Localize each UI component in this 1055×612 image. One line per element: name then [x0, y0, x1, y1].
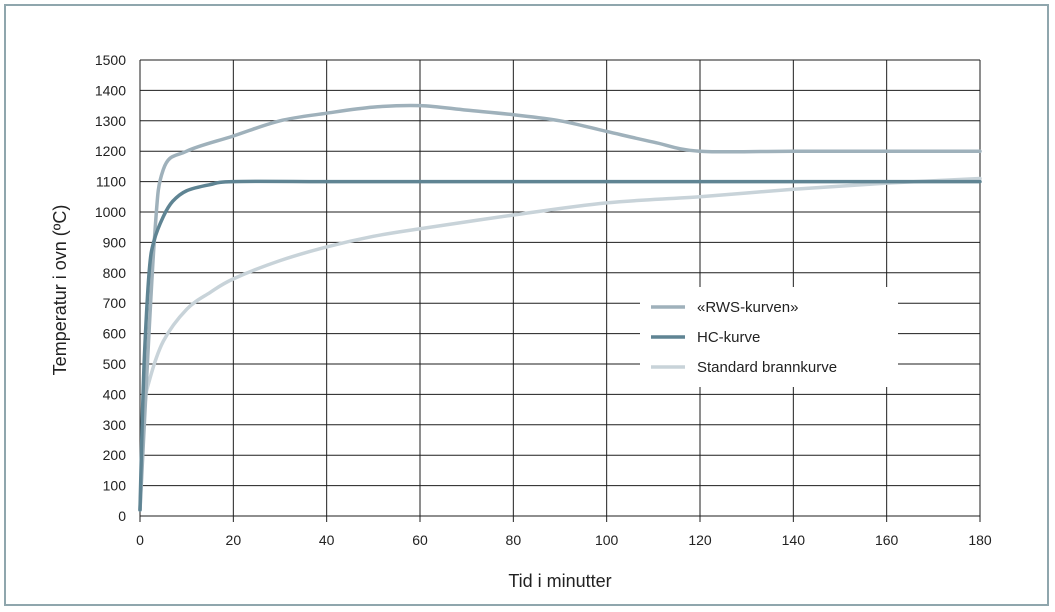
x-tick-label: 0	[136, 532, 144, 548]
y-tick-label: 500	[103, 356, 127, 372]
y-tick-label: 800	[103, 265, 127, 281]
y-tick-label: 900	[103, 234, 127, 250]
y-tick-label: 200	[103, 447, 127, 463]
series-line-hc	[138, 179, 982, 512]
y-tick-label: 400	[103, 386, 127, 402]
x-tick-label: 20	[226, 532, 242, 548]
y-tick-label: 1400	[95, 82, 126, 98]
y-tick-label: 1100	[96, 174, 126, 190]
y-tick-label: 1300	[95, 113, 126, 129]
series-lines	[138, 103, 982, 512]
x-axis-title: Tid i minutter	[508, 571, 611, 591]
x-tick-label: 40	[319, 532, 335, 548]
x-tick-label: 100	[595, 532, 619, 548]
y-tick-label: 0	[118, 508, 126, 524]
y-tick-label: 1000	[95, 204, 126, 220]
y-tick-label: 1200	[95, 143, 126, 159]
y-tick-label: 700	[103, 295, 127, 311]
x-tick-label: 180	[968, 532, 992, 548]
axes: 0100200300400500600700800900100011001200…	[95, 52, 992, 548]
y-tick-label: 100	[103, 478, 127, 494]
legend: «RWS-kurven» HC-kurve Standard brannkurv…	[640, 287, 898, 387]
x-tick-label: 160	[875, 532, 899, 548]
legend-label-rws: «RWS-kurven»	[697, 299, 798, 316]
legend-label-standard: Standard brannkurve	[697, 359, 837, 376]
x-tick-label: 80	[506, 532, 522, 548]
x-tick-label: 120	[688, 532, 712, 548]
legend-label-hc: HC-kurve	[697, 329, 760, 346]
x-tick-label: 140	[782, 532, 806, 548]
y-tick-label: 300	[103, 417, 127, 433]
x-tick-label: 60	[412, 532, 428, 548]
series-line-standard	[138, 176, 982, 512]
series-line-rws	[138, 103, 982, 512]
y-axis-title: Temperatur i ovn (ºC)	[50, 205, 70, 376]
y-tick-label: 1500	[95, 52, 126, 68]
y-tick-label: 600	[103, 326, 127, 342]
